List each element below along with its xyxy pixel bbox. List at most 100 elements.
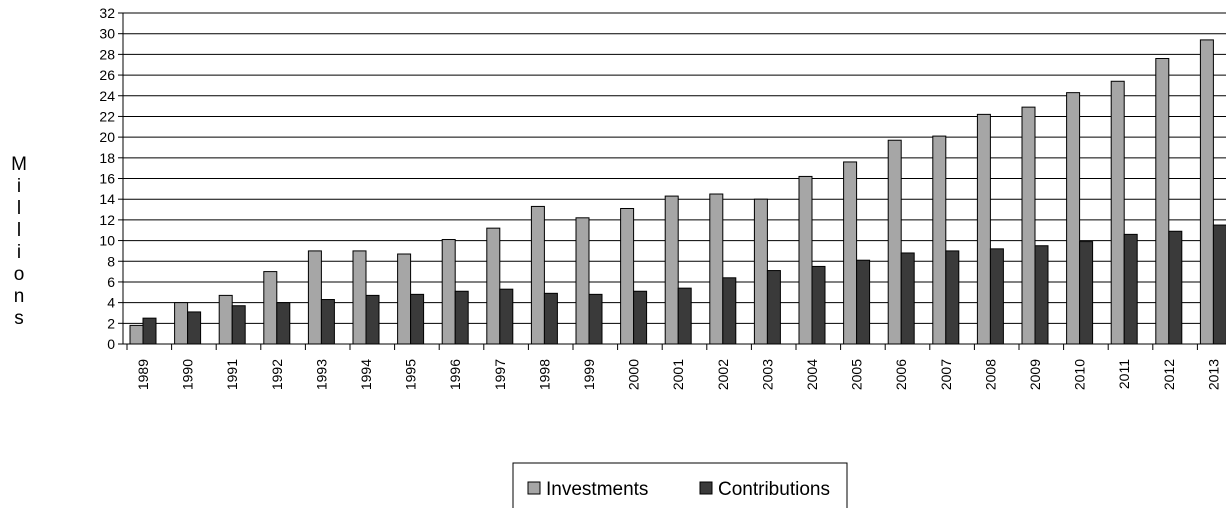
bar-contributions-1996: [454, 290, 469, 345]
x-tick-label: 2008: [982, 359, 998, 390]
x-tick-label: 2007: [938, 359, 954, 390]
y-tick-label: 18: [99, 150, 115, 166]
bar-investments-2003: [753, 198, 768, 345]
bar-investments-1989: [129, 324, 144, 345]
y-tick-label: 32: [99, 5, 115, 21]
bar-contributions-1999: [588, 293, 603, 345]
bar-investments-1991: [218, 294, 233, 345]
bar-investments-1992: [263, 271, 278, 345]
x-tick-label: 1989: [135, 359, 151, 390]
bar-contributions-1991: [231, 305, 246, 345]
bar-investments-1997: [486, 227, 501, 345]
y-tick-label: 12: [99, 212, 115, 228]
bar-investments-1994: [352, 250, 367, 345]
x-tick-label: 1991: [224, 359, 240, 390]
x-tick-label: 2011: [1116, 359, 1132, 389]
x-tick-label: 1998: [536, 359, 552, 390]
x-tick-label: 2010: [1072, 359, 1088, 390]
x-tick-label: 2006: [893, 359, 909, 390]
bar-contributions-1990: [187, 311, 202, 345]
x-tick-label: 2004: [804, 359, 820, 390]
x-tick-label: 2013: [1205, 359, 1221, 390]
x-tick-label: 1992: [269, 359, 285, 390]
x-tick-label: 1993: [313, 359, 329, 390]
bar-investments-2005: [843, 161, 858, 345]
bar-contributions-2006: [900, 252, 915, 345]
bar-contributions-2003: [766, 270, 781, 345]
y-tick-label: 24: [99, 88, 115, 104]
bar-investments-1993: [307, 250, 322, 345]
bar-contributions-1997: [499, 288, 514, 345]
y-tick-label: 4: [107, 295, 115, 311]
bar-contributions-1994: [365, 294, 380, 345]
x-tick-label: 2005: [849, 359, 865, 390]
y-tick-label: 20: [99, 129, 115, 145]
x-tick-labels: 1989 1990 1991 1992 1993 1994 1995 1996 1997 1998…: [135, 359, 1221, 390]
bar-investments-2004: [798, 175, 813, 345]
bar-contributions-2010: [1079, 241, 1094, 345]
bar-contributions-2005: [856, 259, 871, 345]
bar-contributions-2002: [722, 277, 737, 345]
bar-investments-1999: [575, 217, 590, 345]
y-tick-label: 28: [99, 46, 115, 62]
bar-contributions-2004: [811, 265, 826, 345]
x-tick-label: 1997: [492, 359, 508, 390]
y-tick-label: 0: [107, 336, 115, 352]
y-tick-label: 2: [107, 315, 115, 331]
bar-contributions-2008: [989, 248, 1004, 345]
bar-contributions-2009: [1034, 245, 1049, 345]
y-tick-label: 22: [99, 108, 115, 124]
bar-contributions-1998: [543, 292, 558, 345]
bar-investments-2012: [1155, 58, 1170, 345]
bar-contributions-1989: [142, 317, 157, 345]
bar-investments-2010: [1066, 92, 1081, 345]
bar-contributions-1995: [410, 293, 425, 345]
axes: [118, 12, 1226, 350]
x-tick-label: 1999: [581, 359, 597, 390]
legend-swatch-investments: [527, 481, 541, 495]
bars: [129, 39, 1226, 345]
bar-investments-2013: [1199, 39, 1214, 345]
y-tick-label: 26: [99, 67, 115, 83]
bar-investments-2011: [1110, 80, 1125, 345]
legend-label-contributions: Contributions: [718, 479, 830, 500]
bar-investments-2009: [1021, 106, 1036, 345]
y-tick-label: 14: [99, 191, 115, 207]
y-tick-label: 16: [99, 171, 115, 187]
y-tick-label: 6: [107, 274, 115, 290]
x-tick-label: 2001: [670, 359, 686, 390]
y-tick-label: 10: [99, 233, 115, 249]
x-tick-label: 1990: [180, 359, 196, 390]
x-tick-label: 2012: [1161, 359, 1177, 390]
bar-contributions-2013: [1212, 224, 1226, 345]
x-tick-label: 2009: [1027, 359, 1043, 390]
bar-contributions-2000: [633, 290, 648, 345]
bar-contributions-1992: [276, 302, 291, 345]
x-tick-label: 1996: [447, 359, 463, 390]
bar-investments-1990: [174, 302, 189, 345]
bar-investments-1998: [530, 205, 545, 345]
x-tick-label: 2002: [715, 359, 731, 390]
y-tick-label: 30: [99, 26, 115, 42]
legend-box: [512, 462, 848, 508]
bar-investments-2002: [709, 193, 724, 345]
bar-contributions-2001: [677, 287, 692, 345]
bar-investments-2008: [976, 113, 991, 345]
bar-investments-2007: [932, 135, 947, 345]
bar-investments-2006: [887, 139, 902, 345]
bar-contributions-2011: [1123, 233, 1138, 345]
bar-contributions-1993: [320, 299, 335, 345]
bar-contributions-2007: [945, 250, 960, 345]
x-tick-label: 1995: [403, 359, 419, 390]
bar-contributions-2012: [1168, 230, 1183, 345]
bar-investments-2000: [620, 207, 635, 345]
bar-investments-1995: [397, 253, 412, 345]
legend-swatch-contributions: [699, 481, 713, 495]
bar-investments-1996: [441, 239, 456, 345]
y-tick-label: 8: [107, 253, 115, 269]
x-tick-label: 2000: [626, 359, 642, 390]
